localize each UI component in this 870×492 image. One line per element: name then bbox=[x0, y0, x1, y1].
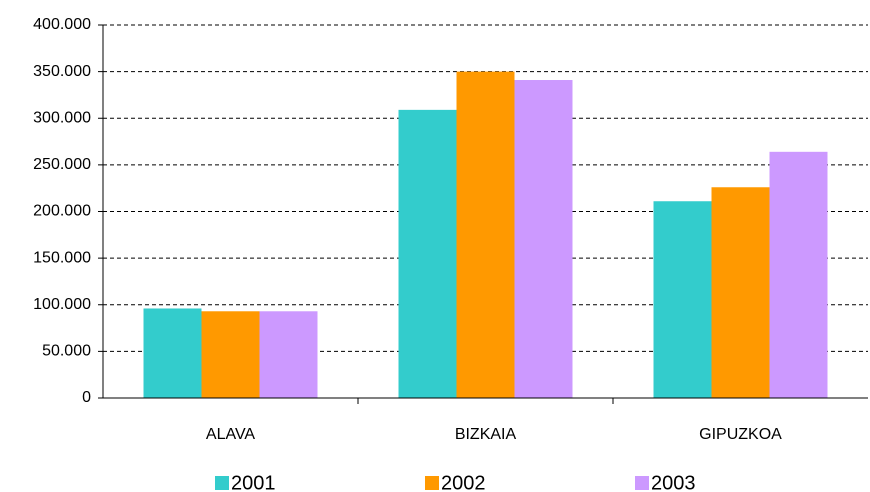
legend-swatch bbox=[215, 476, 229, 490]
bar bbox=[398, 109, 457, 399]
legend-label: 2003 bbox=[651, 472, 696, 492]
x-tick-label: ALAVA bbox=[206, 426, 256, 443]
y-tick-label: 50.000 bbox=[42, 343, 91, 360]
y-tick-label: 0 bbox=[82, 389, 91, 406]
y-tick-label: 150.000 bbox=[33, 249, 91, 266]
legend-label: 2001 bbox=[231, 472, 276, 492]
y-tick-label: 350.000 bbox=[33, 63, 91, 80]
bar bbox=[769, 151, 828, 398]
y-tick-label: 100.000 bbox=[33, 296, 91, 313]
bar bbox=[259, 311, 318, 398]
bar bbox=[456, 71, 515, 398]
legend-swatch bbox=[635, 476, 649, 490]
bar bbox=[201, 311, 260, 398]
x-tick-label: GIPUZKOA bbox=[699, 426, 782, 443]
y-tick-label: 200.000 bbox=[33, 203, 91, 220]
bar bbox=[653, 201, 712, 398]
x-tick-label: BIZKAIA bbox=[455, 426, 517, 443]
bar bbox=[514, 80, 573, 398]
y-tick-label: 400.000 bbox=[33, 16, 91, 33]
bar bbox=[143, 308, 202, 398]
legend-label: 2002 bbox=[441, 472, 486, 492]
y-tick-label: 300.000 bbox=[33, 109, 91, 126]
legend-swatch bbox=[425, 476, 439, 490]
y-tick-label: 250.000 bbox=[33, 156, 91, 173]
bar bbox=[711, 187, 770, 398]
